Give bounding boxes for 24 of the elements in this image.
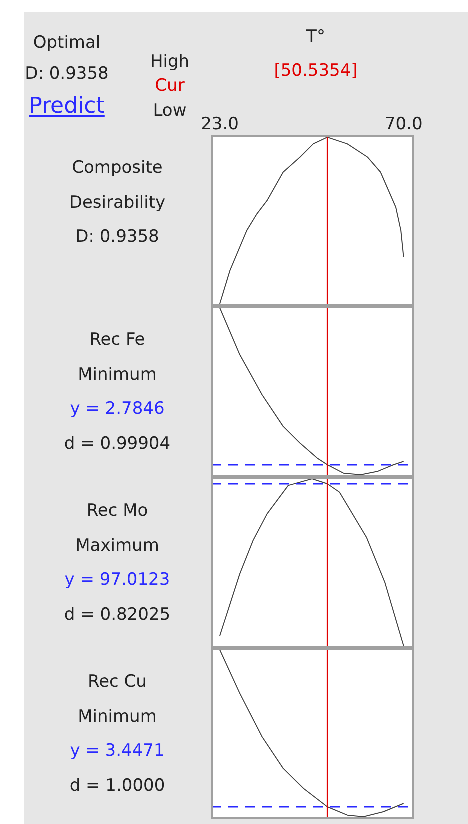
x-tick-label: 23.0 [201, 114, 239, 134]
text: Cur [155, 75, 185, 97]
text: Maximum [74, 534, 160, 558]
text: Minimum [77, 364, 158, 386]
text: D: 0.9358 [74, 226, 160, 249]
x-tick-label: 70.0 [384, 114, 423, 134]
text: y = 97.0123 [64, 569, 172, 592]
y-axis-title: Rec Cu [87, 671, 148, 694]
y-axis-title: Rec Fe [88, 329, 146, 352]
y-axis-title: Composite Desirability [68, 157, 167, 214]
text: d = 1.0000 [68, 774, 166, 798]
text: High [150, 51, 190, 73]
text: d = 0.99904 [63, 432, 172, 456]
text: Optimal [33, 32, 101, 54]
x-axis-title: T° [306, 26, 326, 48]
ref-line-label: [50.5354] [274, 60, 358, 82]
text: D: 0.9358 [25, 63, 109, 85]
y-axis-title: Rec Mo [86, 500, 150, 523]
text: y = 2.7846 [69, 398, 166, 421]
text: d = 0.82025 [63, 604, 172, 626]
text: Minimum [77, 706, 158, 728]
text: y = 3.4471 [69, 740, 166, 763]
text: Low [153, 100, 187, 122]
text: Predict [29, 93, 105, 121]
